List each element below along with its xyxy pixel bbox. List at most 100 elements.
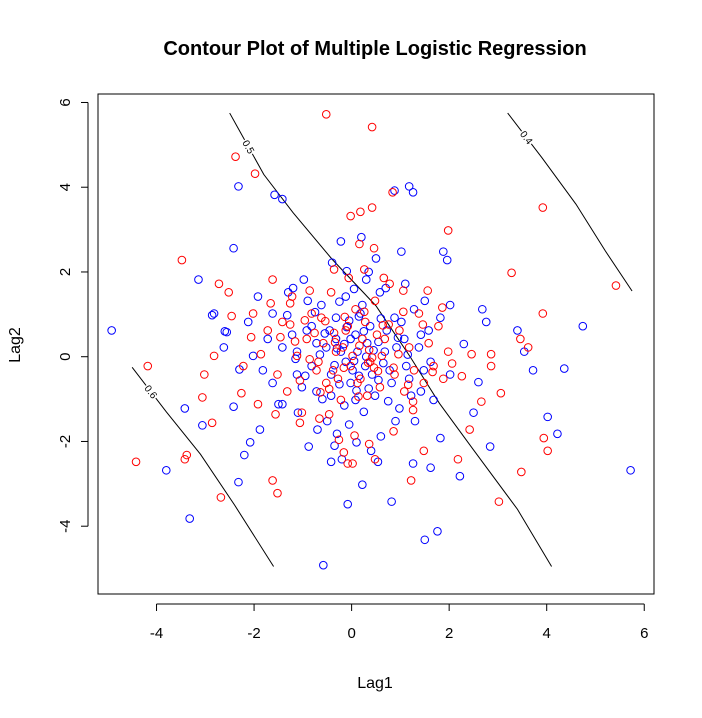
- data-point: [434, 321, 443, 331]
- data-point: [428, 367, 437, 377]
- plot-frame: [97, 93, 655, 595]
- data-point: [494, 497, 504, 506]
- data-point: [419, 446, 429, 456]
- data-point: [268, 309, 277, 318]
- data-point: [367, 122, 377, 132]
- data-point: [371, 254, 381, 263]
- data-point: [356, 374, 365, 384]
- data-point: [611, 281, 621, 290]
- data-point: [433, 526, 442, 536]
- y-tick-label: 6: [57, 98, 74, 106]
- data-point: [234, 182, 243, 191]
- data-point: [395, 404, 404, 413]
- data-point: [399, 334, 409, 344]
- data-point: [351, 330, 360, 339]
- data-point: [273, 370, 282, 379]
- data-point: [209, 351, 219, 361]
- data-point: [358, 480, 367, 489]
- data-point: [326, 457, 336, 467]
- data-point: [445, 370, 455, 379]
- data-point: [395, 326, 404, 335]
- data-point: [292, 351, 302, 361]
- data-point: [278, 399, 287, 409]
- x-axis-title: Lag1: [357, 675, 393, 692]
- data-point: [278, 343, 287, 352]
- data-point: [455, 471, 465, 481]
- data-point: [219, 343, 229, 352]
- data-point: [339, 448, 349, 457]
- data-point: [445, 300, 455, 310]
- data-point: [380, 347, 390, 356]
- data-point: [312, 365, 321, 375]
- data-point: [439, 247, 448, 256]
- data-point: [161, 465, 171, 475]
- data-point: [248, 309, 258, 318]
- data-point: [486, 361, 496, 371]
- data-point: [370, 454, 380, 464]
- data-point: [243, 317, 253, 327]
- data-point: [543, 412, 552, 422]
- data-point: [216, 493, 226, 502]
- x-tick-label: 0: [347, 625, 355, 642]
- data-point: [268, 476, 277, 485]
- data-point: [177, 255, 187, 265]
- data-point: [367, 203, 377, 212]
- data-point: [321, 343, 331, 352]
- data-point: [200, 370, 209, 379]
- data-point: [420, 535, 430, 545]
- data-point: [207, 310, 217, 320]
- data-point: [528, 365, 538, 375]
- data-point: [424, 338, 433, 348]
- data-point: [399, 286, 408, 295]
- data-point: [305, 354, 314, 364]
- data-point: [268, 378, 277, 388]
- data-point: [312, 338, 321, 348]
- data-point: [410, 416, 420, 426]
- data-point: [302, 334, 312, 344]
- data-point: [496, 388, 506, 398]
- data-point: [391, 416, 400, 426]
- data-point: [355, 341, 364, 350]
- data-point: [361, 275, 371, 284]
- data-point: [353, 347, 362, 356]
- data-point: [377, 351, 387, 361]
- data-point: [409, 365, 419, 375]
- data-point: [341, 326, 351, 335]
- data-point: [553, 429, 562, 439]
- data-point: [320, 329, 330, 338]
- contour-label-bg: [516, 127, 537, 148]
- data-point: [538, 309, 548, 318]
- data-point: [346, 211, 355, 221]
- data-point: [310, 328, 319, 338]
- y-axis: -4 -2 0 2 4 6: [57, 98, 89, 533]
- data-point: [348, 365, 357, 375]
- chart-title: Contour Plot of Multiple Logistic Regres…: [163, 38, 586, 60]
- data-point: [350, 431, 359, 440]
- data-point: [394, 349, 403, 359]
- data-point: [389, 426, 398, 436]
- data-point: [443, 347, 453, 356]
- data-point: [429, 395, 438, 405]
- data-point: [285, 320, 295, 329]
- data-point: [364, 439, 374, 449]
- data-point: [331, 334, 341, 344]
- data-point: [342, 322, 352, 332]
- data-point: [370, 296, 380, 306]
- data-point: [315, 414, 324, 423]
- data-point: [194, 275, 203, 284]
- data-point: [339, 363, 349, 373]
- data-point: [348, 459, 357, 468]
- data-point: [343, 321, 353, 331]
- data-point: [343, 459, 353, 468]
- data-point: [404, 182, 414, 191]
- data-point: [303, 296, 313, 306]
- data-point: [224, 288, 234, 297]
- data-point: [239, 361, 248, 371]
- data-point: [335, 297, 344, 306]
- data-point: [384, 320, 393, 329]
- data-point: [363, 358, 373, 367]
- data-point: [299, 275, 309, 284]
- data-point: [408, 459, 418, 468]
- data-point: [320, 316, 330, 326]
- data-point: [317, 300, 326, 310]
